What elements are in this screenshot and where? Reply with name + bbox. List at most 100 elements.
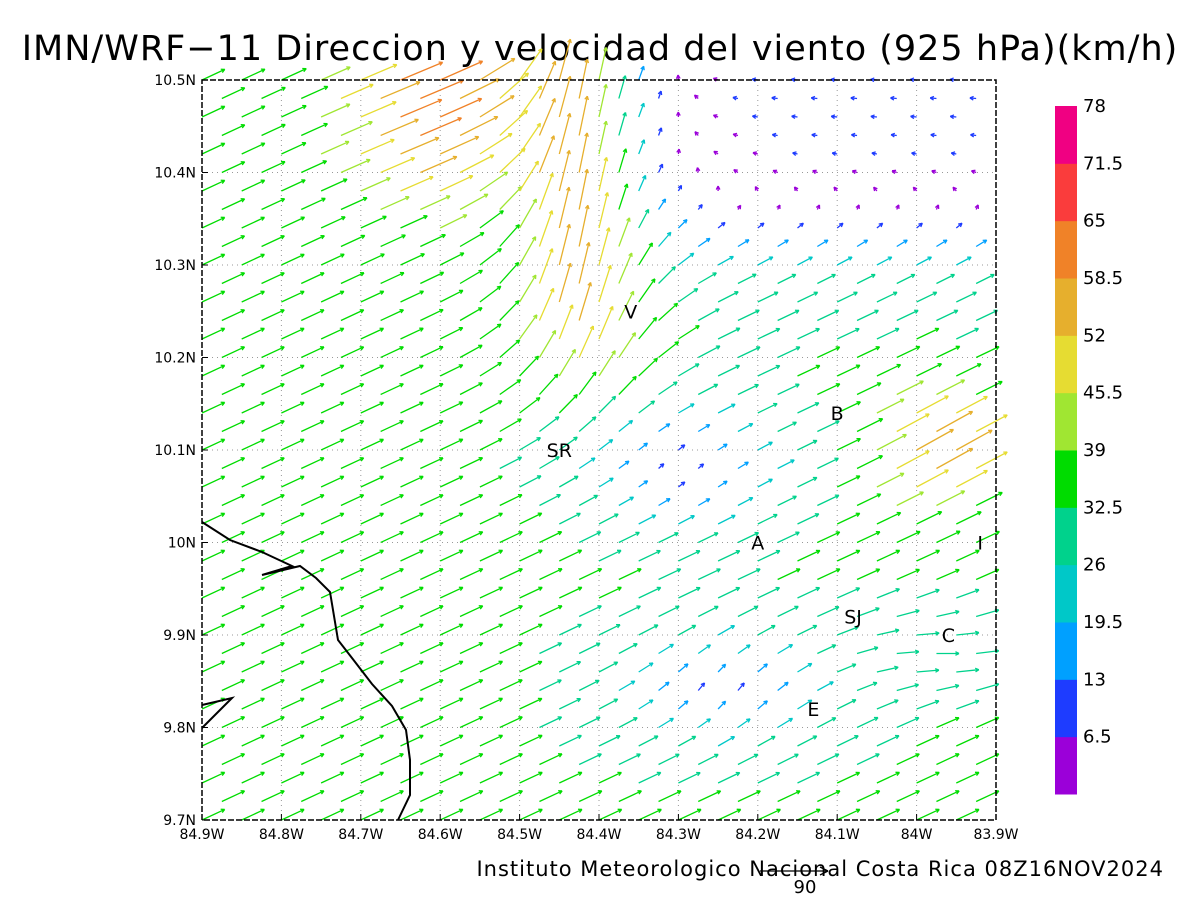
y-axis-ticks: 9.7N 9.8N 9.9N 10N 10.1N 10.2N 10.3N 10.4N 10.5N xyxy=(154,73,208,829)
wind-vector xyxy=(797,327,820,340)
wind-vector xyxy=(499,790,523,803)
wind-vector xyxy=(895,204,900,210)
wind-vector xyxy=(201,623,226,636)
wind-vector xyxy=(539,790,563,803)
wind-vector xyxy=(360,63,398,81)
wind-vector xyxy=(658,681,670,692)
wind-vector xyxy=(975,414,1008,433)
wind-vector xyxy=(936,239,948,248)
wind-vector xyxy=(320,66,351,81)
wind-vector xyxy=(439,697,464,710)
wind-vector xyxy=(320,623,345,636)
wind-vector xyxy=(851,132,858,138)
wind-vector xyxy=(459,679,484,692)
wind-vector xyxy=(618,643,638,655)
wind-vector xyxy=(519,122,542,155)
colorbar-segment xyxy=(1055,106,1077,164)
wind-vector xyxy=(499,456,523,470)
wind-vector xyxy=(479,361,502,377)
wind-vector xyxy=(598,156,609,192)
wind-vector xyxy=(697,644,711,655)
wind-vector xyxy=(519,48,543,81)
wind-vector xyxy=(936,345,961,359)
wind-vector xyxy=(380,605,404,618)
wind-vector xyxy=(261,753,285,766)
wind-vector xyxy=(618,419,634,433)
wind-vector xyxy=(797,222,804,229)
wind-vector xyxy=(812,169,818,175)
wind-vector xyxy=(817,681,834,692)
wind-vector xyxy=(817,346,841,359)
wind-vector xyxy=(856,531,881,544)
wind-vector xyxy=(916,428,954,451)
wind-vector xyxy=(678,252,695,266)
wind-vector xyxy=(677,218,688,229)
wind-vector xyxy=(261,494,285,507)
wind-vector xyxy=(598,438,614,451)
wind-vector xyxy=(717,364,741,377)
wind-vector xyxy=(693,94,699,100)
wind-vector xyxy=(320,438,345,451)
wind-vector xyxy=(420,420,444,433)
wind-vector xyxy=(380,156,416,174)
wind-vector xyxy=(300,197,326,211)
wind-vector xyxy=(598,661,619,673)
wind-vector xyxy=(836,327,860,340)
wind-vector xyxy=(817,457,839,470)
wind-vector xyxy=(658,198,667,210)
wind-vector xyxy=(598,586,622,599)
wind-vector xyxy=(559,734,582,747)
wind-vector xyxy=(598,83,608,118)
wind-vector xyxy=(499,72,530,99)
wind-vector xyxy=(936,790,960,803)
wind-vector xyxy=(754,186,760,192)
wind-vector xyxy=(715,185,721,192)
wind-vector xyxy=(221,457,246,470)
wind-vector xyxy=(713,150,719,156)
wind-vector xyxy=(499,339,521,358)
wind-vector xyxy=(221,87,246,100)
wind-vector xyxy=(916,668,940,673)
wind-vector xyxy=(956,667,980,673)
wind-vector xyxy=(792,151,798,156)
wind-vector xyxy=(657,163,664,173)
wind-vector xyxy=(717,549,741,562)
wind-vector xyxy=(695,167,701,173)
wind-vector xyxy=(538,329,557,358)
wind-vector xyxy=(221,568,246,581)
wind-vector xyxy=(836,625,859,636)
wind-vector xyxy=(618,217,631,247)
wind-vector xyxy=(201,142,226,155)
x-tick-label: 84.3W xyxy=(656,827,701,843)
plot-frame xyxy=(201,38,1008,821)
wind-vector xyxy=(499,568,523,581)
colorbar-label: 71.5 xyxy=(1083,153,1123,174)
wind-vector xyxy=(717,586,741,599)
wind-vector xyxy=(717,403,736,414)
colorbar-segment xyxy=(1055,392,1077,451)
wind-vector xyxy=(499,642,523,655)
wind-vector xyxy=(856,418,884,433)
wind-vector xyxy=(658,643,674,655)
wind-vector xyxy=(936,568,960,581)
wind-vector xyxy=(559,586,583,599)
wind-vector xyxy=(558,475,579,488)
wind-vector xyxy=(320,660,345,673)
wind-vector xyxy=(618,252,633,284)
wind-vector xyxy=(876,398,905,414)
wind-vector xyxy=(241,623,265,636)
wind-vector xyxy=(916,395,949,414)
wind-vector xyxy=(797,662,813,673)
wind-vector xyxy=(737,644,751,655)
wind-vector xyxy=(380,457,404,470)
wind-vector xyxy=(320,253,345,266)
wind-vector xyxy=(479,623,504,636)
wind-vector xyxy=(737,753,759,766)
wind-vector xyxy=(241,808,265,821)
colorbar-label: 32.5 xyxy=(1083,497,1123,518)
wind-vector xyxy=(697,345,721,359)
y-tick-label: 10N xyxy=(168,536,196,552)
wind-vector xyxy=(360,401,384,414)
y-tick-label: 10.5N xyxy=(154,73,196,89)
wind-vector xyxy=(539,642,563,655)
